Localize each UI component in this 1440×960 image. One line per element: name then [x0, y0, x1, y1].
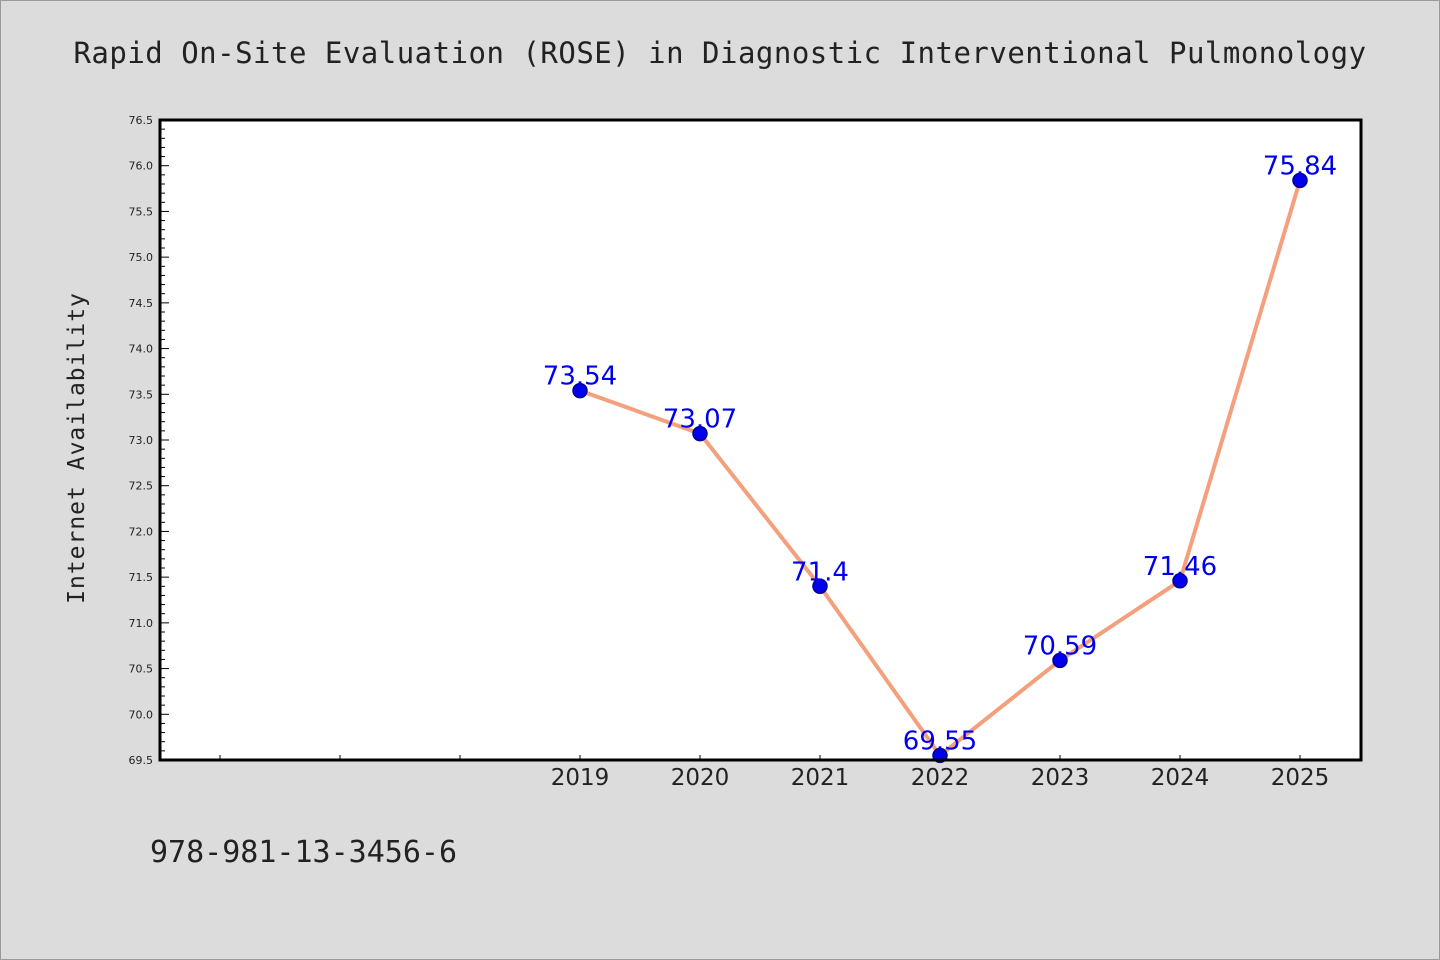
x-tick-label: 2019 — [551, 765, 610, 791]
x-tick-label: 2022 — [911, 765, 970, 791]
data-label: 73.07 — [663, 405, 737, 435]
x-tick-label: 2021 — [791, 765, 850, 791]
x-tick-label: 2020 — [671, 765, 730, 791]
data-point — [812, 578, 828, 595]
y-tick-label: 72.0 — [129, 525, 154, 538]
y-tick-label: 70.0 — [129, 708, 154, 721]
x-tick-label: 2025 — [1271, 765, 1330, 791]
x-tick-label: 2024 — [1151, 765, 1210, 791]
y-tick-label: 69.5 — [129, 754, 154, 767]
plot-area — [160, 120, 1361, 760]
y-tick-label: 76.5 — [129, 114, 154, 127]
data-point — [1052, 652, 1068, 669]
data-label: 71.46 — [1143, 552, 1217, 582]
plot-border — [158, 118, 1363, 762]
x-tick-label: 2023 — [1031, 765, 1090, 791]
ticks-layer: 69.5 70.0 70.5 71.0 71.5 72.0 72.5 73.0 73.5 74.0… — [129, 114, 1330, 791]
y-tick-label: 72.5 — [129, 480, 154, 493]
y-tick-label: 74.5 — [129, 297, 154, 310]
isbn-text: 978-981-13-3456-6 — [150, 835, 458, 870]
chart-title: Rapid On-Site Evaluation (ROSE) in Diagn… — [73, 36, 1367, 70]
data-label: 70.59 — [1023, 631, 1097, 661]
data-label: 75.84 — [1263, 151, 1337, 181]
data-label: 71.4 — [791, 557, 849, 587]
y-tick-label: 73.5 — [129, 388, 154, 401]
y-tick-label: 75.5 — [129, 205, 154, 218]
data-point — [572, 382, 588, 399]
y-tick-label: 71.5 — [129, 571, 154, 584]
y-tick-label: 75.0 — [129, 251, 154, 264]
y-tick-label: 71.0 — [129, 617, 154, 630]
y-tick-label: 73.0 — [129, 434, 154, 447]
y-tick-label: 74.0 — [129, 343, 154, 356]
data-point — [1292, 172, 1308, 189]
y-tick-label: 76.0 — [129, 160, 154, 173]
y-tick-label: 70.5 — [129, 663, 154, 676]
data-point — [692, 425, 708, 442]
data-point — [1172, 573, 1188, 589]
data-label: 73.54 — [543, 362, 617, 392]
data-label: 69.55 — [903, 726, 977, 756]
